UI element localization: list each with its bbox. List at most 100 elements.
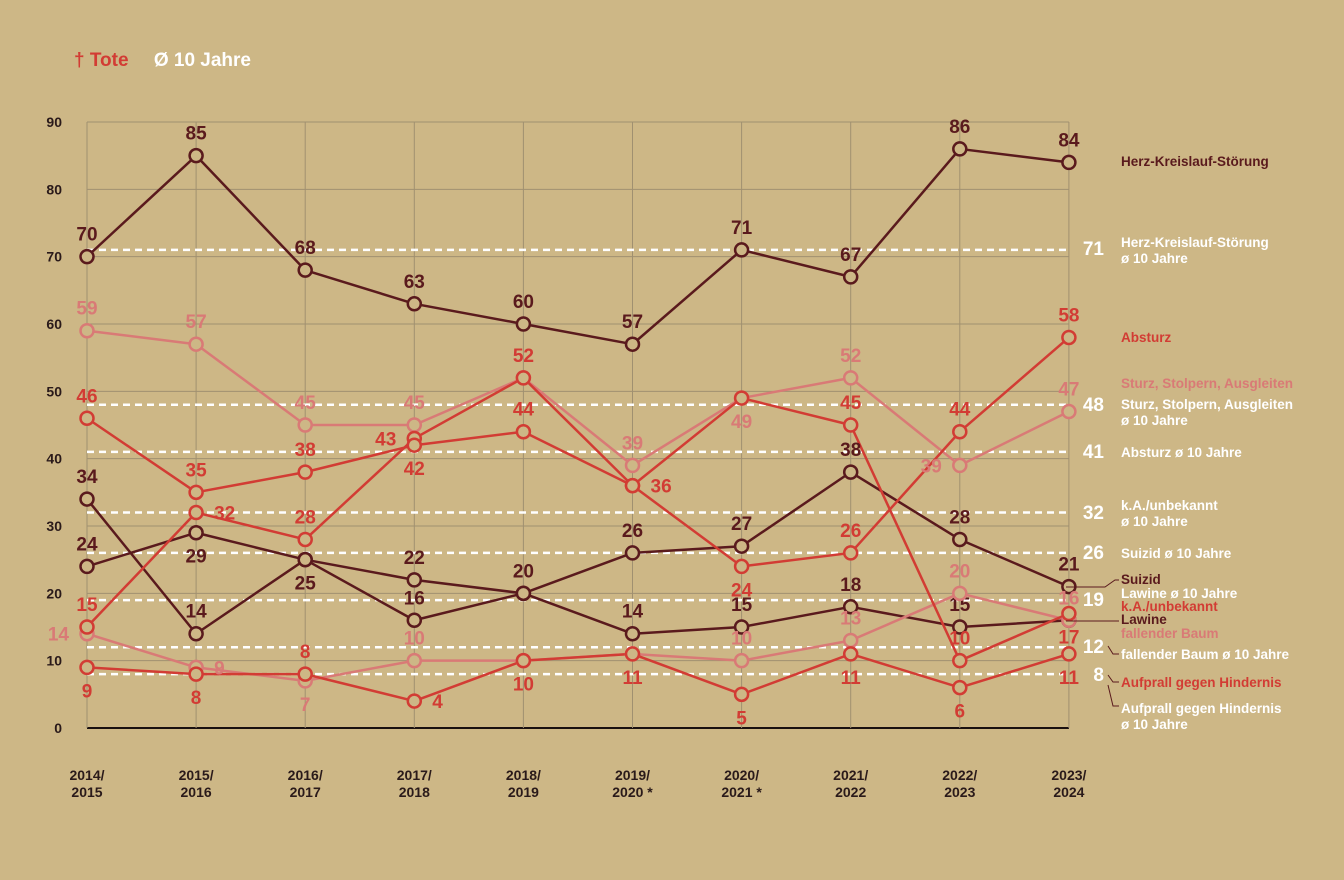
x-tick-label: 2015	[71, 784, 102, 800]
average-name-label: ø 10 Jahre	[1121, 251, 1188, 266]
average-name-label: Suizid ø 10 Jahre	[1121, 546, 1232, 561]
data-label: 49	[731, 412, 752, 433]
x-tick-label: 2014/	[69, 767, 104, 783]
data-point	[842, 646, 859, 662]
leader-line	[1066, 579, 1119, 588]
x-tick-label: 2020/	[724, 767, 759, 783]
data-label: 45	[404, 393, 426, 414]
data-point	[733, 390, 750, 406]
data-point	[79, 619, 95, 635]
x-tick-label: 2023	[944, 784, 975, 800]
data-label: 6	[955, 702, 966, 723]
x-tick-label: 2018/	[506, 767, 541, 783]
data-label: 57	[622, 312, 643, 333]
data-point	[297, 262, 313, 278]
x-tick-label: 2022	[835, 784, 866, 800]
x-tick-label: 2024	[1053, 784, 1084, 800]
x-tick-label: 2021 *	[721, 784, 762, 800]
average-name-label: Aufprall gegen Hindernis	[1121, 701, 1282, 716]
data-label: 43	[375, 429, 396, 450]
x-tick-label: 2018	[399, 784, 430, 800]
average-value-label: 71	[1083, 239, 1105, 260]
data-point	[1061, 605, 1077, 622]
data-label: 17	[1058, 628, 1079, 649]
data-point	[297, 464, 313, 480]
x-tick-label: 2017	[290, 784, 321, 800]
data-label: 15	[731, 595, 753, 616]
data-label: 26	[622, 521, 643, 542]
data-label: 86	[949, 117, 970, 138]
data-label: 47	[1058, 380, 1079, 401]
data-label: 68	[295, 238, 316, 259]
data-point	[515, 652, 532, 669]
data-point	[406, 612, 423, 629]
x-tick-label: 2023/	[1051, 767, 1086, 783]
data-point	[624, 336, 641, 352]
average-value-label: 12	[1083, 637, 1104, 658]
data-label: 7	[300, 695, 311, 716]
data-label: 14	[622, 602, 644, 623]
data-label: 32	[214, 504, 235, 525]
data-label: 27	[731, 514, 752, 535]
data-label: 24	[76, 534, 98, 555]
data-point	[188, 504, 204, 521]
data-label: 13	[840, 608, 861, 629]
series-name-label: Aufprall gegen Hindernis	[1121, 675, 1282, 690]
data-label: 39	[921, 456, 942, 477]
data-label: 59	[76, 299, 97, 320]
series-line	[86, 336, 1070, 568]
data-point	[842, 417, 859, 433]
data-label: 10	[513, 675, 534, 696]
data-point	[79, 659, 95, 676]
series-name-label: Suizid	[1121, 572, 1161, 587]
data-label: 14	[186, 602, 208, 623]
leader-line	[1107, 645, 1119, 655]
data-point	[406, 437, 423, 453]
data-label: 9	[82, 681, 93, 702]
data-point	[406, 296, 423, 312]
data-point	[297, 666, 313, 682]
x-tick-label: 2021/	[833, 767, 868, 783]
data-label: 15	[949, 595, 971, 616]
data-point	[188, 666, 204, 682]
data-label: 38	[840, 440, 861, 461]
series-name-label: Lawine	[1121, 612, 1167, 627]
data-point	[952, 585, 968, 602]
data-point	[624, 545, 641, 561]
series-name-label: fallender Baum	[1121, 626, 1219, 641]
data-point	[515, 423, 532, 440]
data-label: 21	[1058, 555, 1080, 576]
data-label: 28	[295, 507, 316, 528]
data-point	[515, 370, 532, 386]
data-point	[842, 464, 859, 480]
data-point	[188, 147, 204, 164]
data-point	[79, 322, 95, 339]
data-label: 36	[651, 477, 672, 498]
data-label: 29	[186, 547, 207, 568]
data-point	[733, 652, 750, 669]
data-point	[842, 269, 859, 285]
data-point	[79, 491, 95, 507]
x-tick-label: 2017/	[397, 767, 432, 783]
data-point	[952, 619, 968, 635]
data-label: 84	[1058, 130, 1080, 151]
data-point	[952, 652, 968, 669]
data-label: 35	[186, 460, 208, 481]
average-name-label: ø 10 Jahre	[1121, 717, 1188, 732]
data-label: 70	[76, 225, 97, 246]
data-point	[406, 572, 423, 588]
data-point	[624, 646, 641, 662]
data-point	[733, 686, 750, 703]
data-label: 52	[513, 346, 534, 367]
data-label: 15	[76, 595, 98, 616]
average-value-label: 8	[1093, 665, 1104, 686]
series-line	[86, 147, 1070, 346]
data-label: 34	[76, 467, 98, 488]
data-label: 24	[731, 580, 753, 601]
data-point	[1061, 646, 1077, 662]
series-name-label: Sturz, Stolpern, Ausgleiten	[1121, 376, 1293, 391]
data-point	[842, 370, 859, 386]
y-tick-label: 10	[46, 653, 62, 669]
data-point	[297, 417, 313, 433]
data-label: 5	[736, 708, 747, 729]
